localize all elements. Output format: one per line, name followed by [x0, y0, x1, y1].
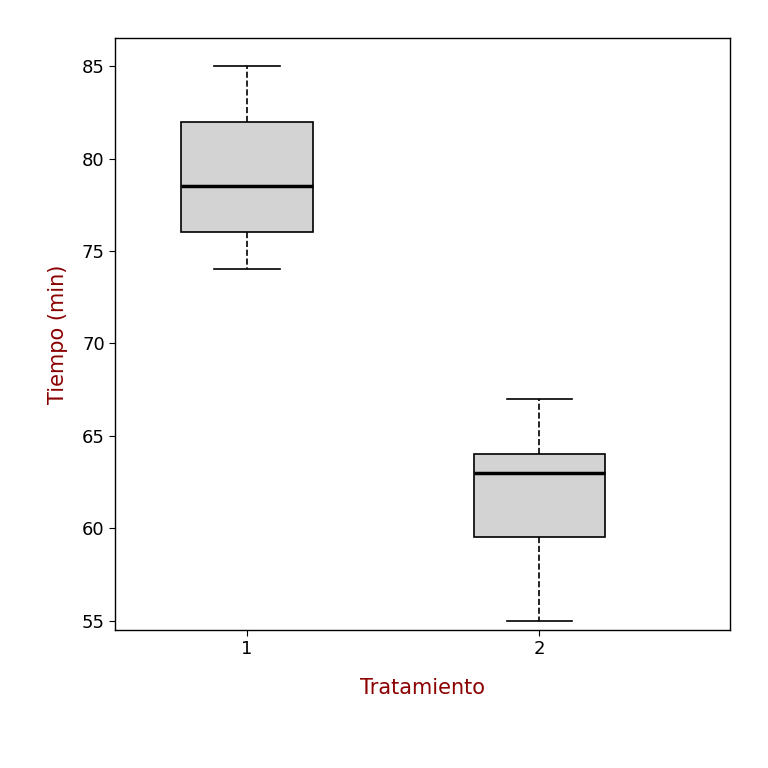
Y-axis label: Tiempo (min): Tiempo (min) [48, 264, 68, 404]
PathPatch shape [181, 121, 313, 233]
X-axis label: Tratamiento: Tratamiento [360, 677, 485, 697]
PathPatch shape [474, 454, 605, 538]
